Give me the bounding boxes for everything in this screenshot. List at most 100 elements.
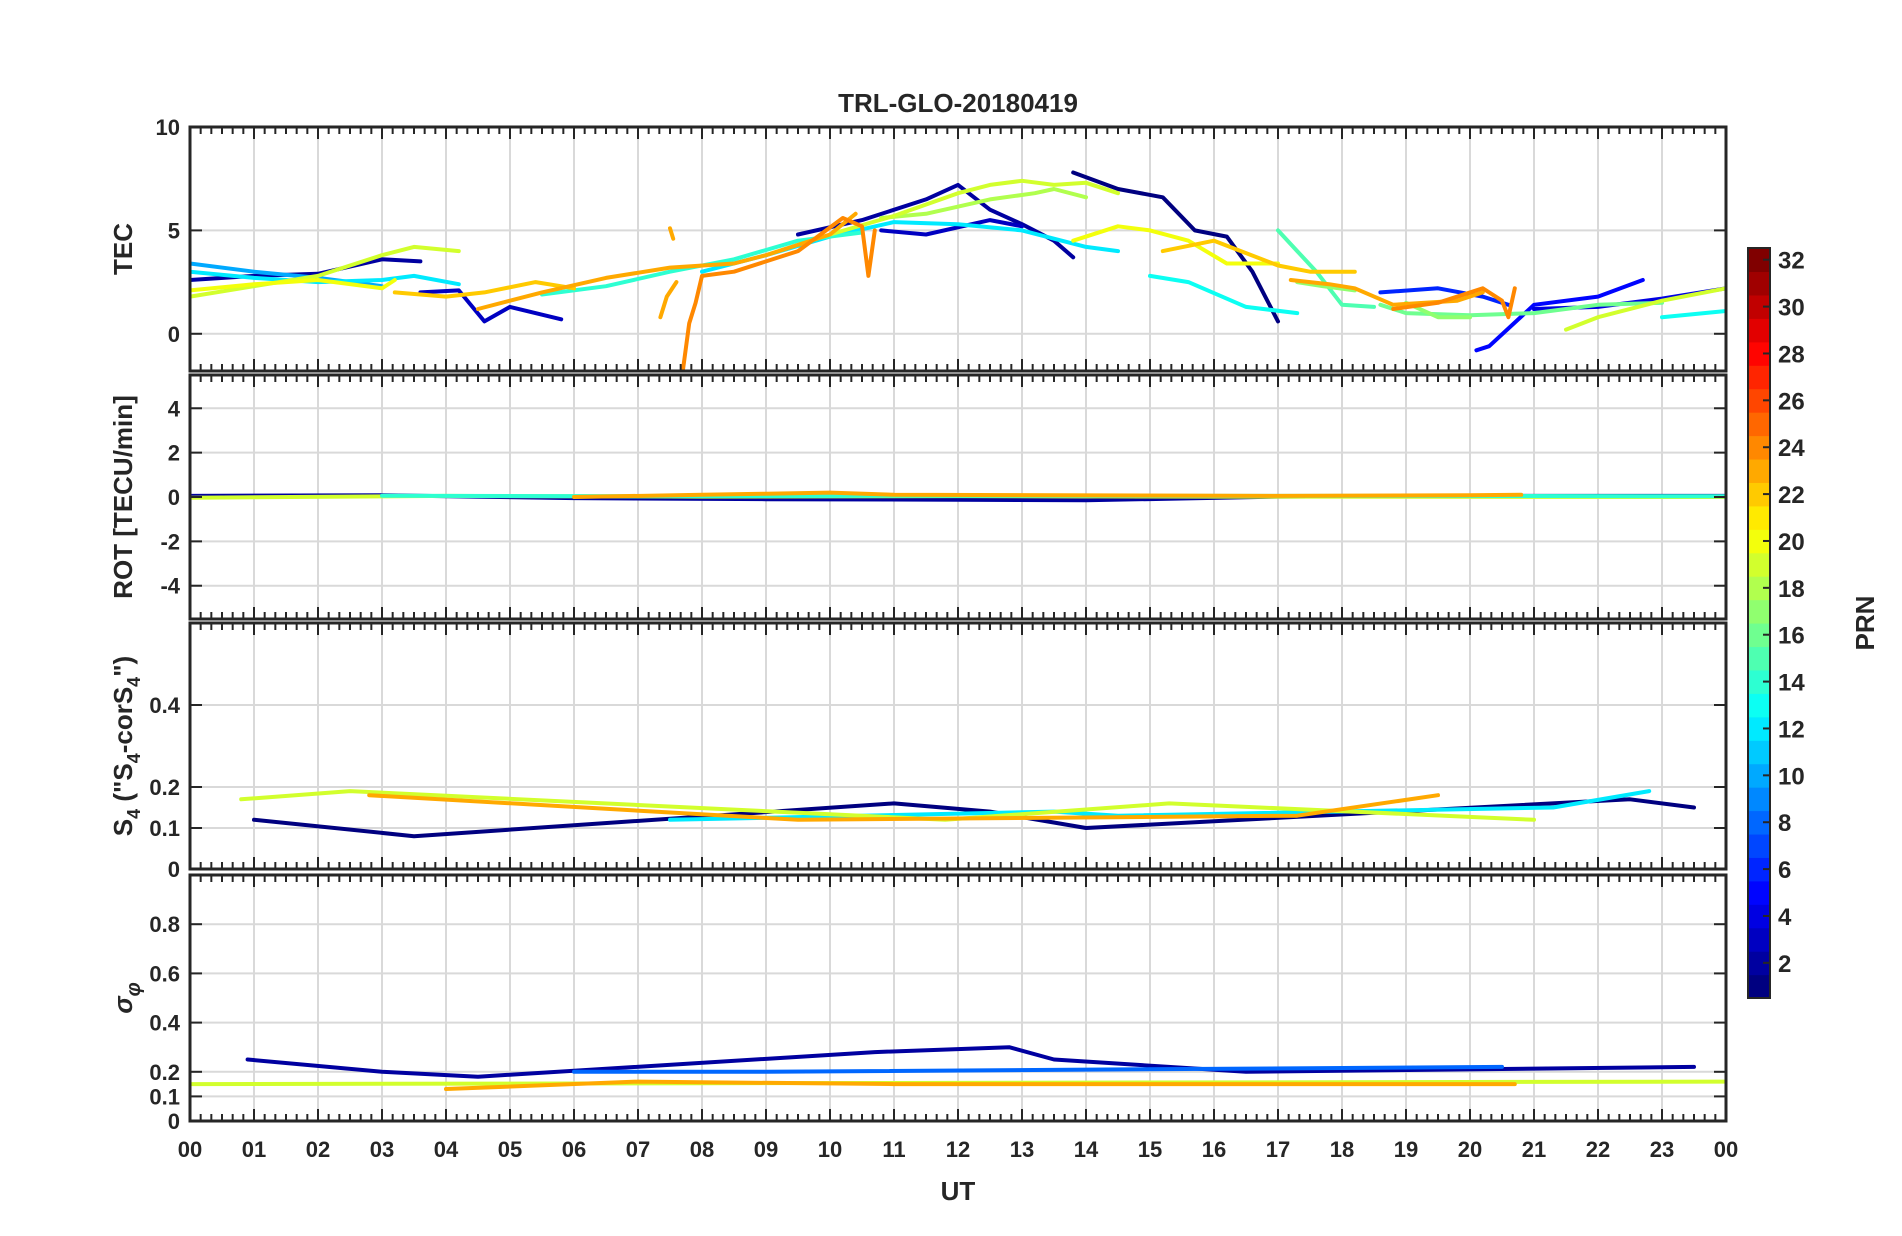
- y-axis-label: ROT [TECU/min]: [108, 395, 138, 599]
- x-tick-label: 01: [242, 1137, 266, 1162]
- series-line-prn-22: [392, 280, 576, 299]
- series-line-prn-1: [1071, 170, 1280, 324]
- colorbar-bin: [1748, 787, 1770, 812]
- series-line-prn-19: [190, 244, 461, 299]
- colorbar-tick-label: 30: [1778, 295, 1805, 322]
- series-line-prn-23: [1288, 278, 1485, 307]
- colorbar-bin: [1748, 294, 1770, 319]
- colorbar-tick-label: 24: [1778, 435, 1805, 462]
- colorbar-bin: [1748, 529, 1770, 554]
- y-tick-label: 2: [168, 441, 180, 466]
- y-tick-label: 0: [168, 322, 180, 347]
- colorbar-bin: [1748, 927, 1770, 952]
- colorbar-bin: [1748, 365, 1770, 390]
- series-line-prn-24: [680, 216, 877, 371]
- series-line-prn-19: [828, 178, 1120, 237]
- x-tick-label: 09: [754, 1137, 778, 1162]
- x-axis-label: UT: [941, 1176, 976, 1206]
- x-tick-label: 16: [1202, 1137, 1226, 1162]
- colorbar-bin: [1748, 458, 1770, 483]
- panel-sigma: 00.10.2 0.4 0.6 0.8 σφ: [108, 873, 1728, 1134]
- series-line-prn-22: [1160, 238, 1357, 274]
- colorbar-bin: [1748, 412, 1770, 437]
- colorbar-tick-label: 22: [1778, 482, 1805, 509]
- y-tick-label: -2: [160, 529, 180, 554]
- x-tick-label: 20: [1458, 1137, 1482, 1162]
- series-line-prn-12: [190, 269, 461, 287]
- colorbar-bin: [1748, 810, 1770, 835]
- colorbar-tick-label: 20: [1778, 529, 1805, 556]
- x-tick-label: 17: [1266, 1137, 1290, 1162]
- y-axis-label: σφ: [108, 982, 145, 1013]
- x-tick-label: 08: [690, 1137, 714, 1162]
- y-tick-label: 0: [168, 1109, 180, 1134]
- colorbar-bin: [1748, 552, 1770, 577]
- x-tick-label: 21: [1522, 1137, 1546, 1162]
- x-tick-label: 10: [818, 1137, 842, 1162]
- x-tick-label: 03: [370, 1137, 394, 1162]
- x-tick-label: 12: [946, 1137, 970, 1162]
- series-line-prn-23: [572, 490, 1524, 499]
- series-line-prn-5: [1474, 278, 1645, 353]
- colorbar-bin: [1748, 318, 1770, 343]
- panel-s4: 0 0.1 0.2 0.4S4 ("S4-corS4"): [108, 621, 1728, 882]
- series-line-prn-13: [1148, 273, 1300, 316]
- colorbar-tick-label: 16: [1778, 623, 1805, 650]
- series-line-prn-24: [1391, 286, 1517, 320]
- x-tick-label: 11: [882, 1137, 905, 1162]
- series-line-prn-23: [444, 1079, 1517, 1091]
- y-tick-label: 0.4: [149, 693, 180, 718]
- x-tick-label: 00: [1714, 1137, 1738, 1162]
- y-tick-label: 0.4: [149, 1011, 180, 1036]
- series-line-prn-23: [367, 793, 1440, 822]
- x-tick-label: 14: [1074, 1137, 1099, 1162]
- colorbar-bin: [1748, 669, 1770, 694]
- colorbar-tick-label: 28: [1778, 341, 1805, 368]
- colorbar-bin: [1748, 974, 1770, 999]
- y-axis-label: TEC: [108, 223, 138, 275]
- series-group: [190, 1045, 1726, 1091]
- colorbar-bin: [1748, 599, 1770, 624]
- colorbar-bin: [1748, 623, 1770, 648]
- colorbar-tick-label: 26: [1778, 388, 1805, 415]
- colorbar-label: PRN: [1850, 596, 1880, 651]
- panel-tec: 0 5 10 TEC: [108, 115, 1728, 373]
- colorbar-bin: [1748, 248, 1770, 273]
- x-tick-label: 06: [562, 1137, 586, 1162]
- series-line-prn-20: [1071, 224, 1280, 266]
- colorbar-frame: [1747, 247, 1771, 999]
- x-axis: 00 01 02 03 04 05 06 07 08 09 10 11 12 13 14 15 16 17 18 19…: [178, 1137, 1738, 1162]
- y-tick-label: 0.1: [149, 1084, 180, 1109]
- x-tick-label: 07: [626, 1137, 650, 1162]
- colorbar-bin: [1748, 951, 1770, 976]
- series-line-prn-20: [190, 278, 397, 293]
- y-tick-label: 4: [168, 396, 181, 421]
- colorbar-tick-label: 18: [1778, 576, 1805, 603]
- series-group: [239, 789, 1696, 839]
- y-axis-label: S4 ("S4-corS4"): [108, 656, 144, 836]
- y-tick-label: 10: [156, 115, 180, 140]
- x-tick-label: 02: [306, 1137, 330, 1162]
- colorbar-tick-label: 8: [1778, 810, 1791, 837]
- x-tick-label: 05: [498, 1137, 522, 1162]
- x-tick-label: 23: [1650, 1137, 1674, 1162]
- series-line-prn-3: [879, 218, 1024, 237]
- y-tick-label: 0: [168, 485, 180, 510]
- series-line-prn-18: [879, 187, 1088, 220]
- chart-title: TRL-GLO-20180419: [838, 88, 1078, 118]
- series-group: [190, 490, 1726, 503]
- colorbar-bin: [1748, 716, 1770, 741]
- series-line-prn-23: [658, 280, 679, 320]
- y-tick-label: 5: [168, 218, 180, 243]
- colorbar-bin: [1748, 763, 1770, 788]
- y-tick-label: 0.6: [149, 961, 180, 986]
- series-line-prn-16: [1378, 300, 1664, 318]
- series-line-prn-6: [1378, 286, 1511, 307]
- colorbar-bin: [1748, 388, 1770, 413]
- x-tick-label: 22: [1586, 1137, 1610, 1162]
- colorbar-tick-label: 14: [1778, 670, 1805, 697]
- x-tick-label: 15: [1138, 1137, 1162, 1162]
- colorbar-bin: [1748, 857, 1770, 882]
